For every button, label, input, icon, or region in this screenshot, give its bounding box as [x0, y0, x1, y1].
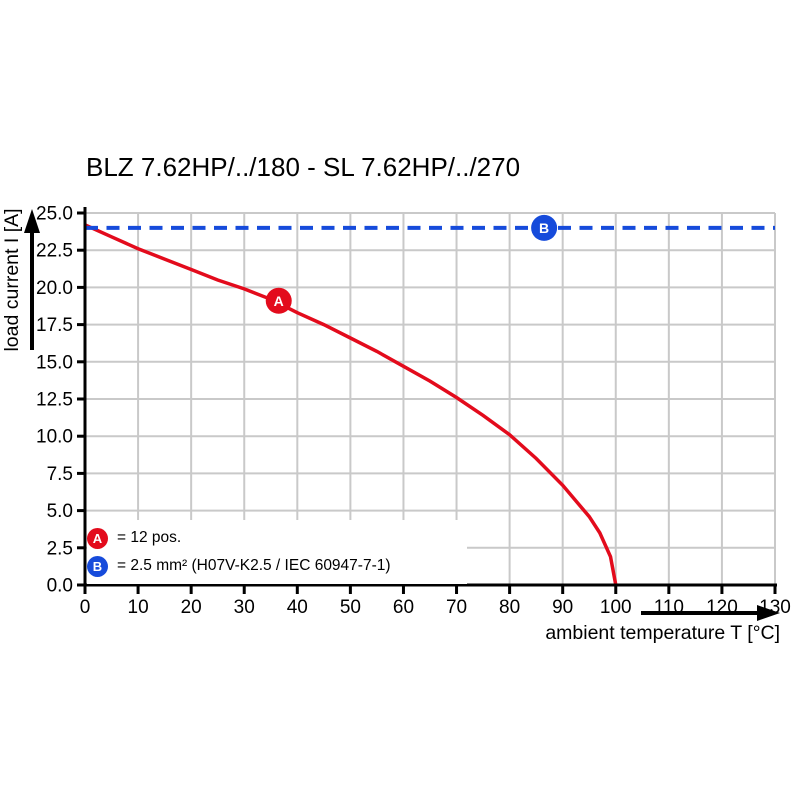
legend-item-b: B = 2.5 mm² (H07V-K2.5 / IEC 60947-7-1): [87, 555, 467, 577]
x-tick-label: 90: [552, 597, 573, 618]
curve-marker-A: [265, 287, 292, 314]
curve-marker-letter: B: [539, 220, 549, 236]
x-axis-arrowhead-icon: [757, 605, 780, 621]
y-tick-label: 2.5: [47, 538, 73, 559]
x-tick-label: 50: [340, 597, 361, 618]
legend-marker-a-icon: A: [87, 527, 108, 549]
y-tick-label: 5.0: [47, 501, 73, 522]
legend-item-a: A = 12 pos.: [87, 527, 467, 549]
curve-marker-B: [531, 214, 558, 241]
legend-marker-b-icon: B: [87, 555, 108, 577]
y-axis-title: load current I [A]: [1, 208, 23, 351]
x-tick-label: 30: [234, 597, 255, 618]
legend-label-b: = 2.5 mm² (H07V-K2.5 / IEC 60947-7-1): [117, 557, 391, 574]
y-axis-arrowhead-icon: [24, 209, 40, 233]
y-tick-label: 0.0: [47, 576, 73, 597]
y-tick-label: 22.5: [36, 241, 73, 262]
y-tick-label: 10.0: [36, 427, 73, 448]
curve-marker-letter: A: [274, 293, 284, 309]
series-derating-curve: [84, 223, 618, 586]
y-tick-label: 15.0: [36, 352, 73, 373]
y-tick-label: 7.5: [47, 464, 73, 485]
x-axis-title: ambient temperature T [°C]: [545, 622, 780, 644]
x-tick-label: 20: [181, 597, 202, 618]
x-tick-label: 0: [80, 597, 91, 618]
x-tick-label: 60: [393, 597, 414, 618]
y-tick-label: 12.5: [36, 390, 73, 411]
y-tick-label: 17.5: [36, 315, 73, 336]
chart-title: BLZ 7.62HP/../180 - SL 7.62HP/../270: [86, 152, 521, 182]
x-tick-label: 40: [287, 597, 308, 618]
x-tick-label: 70: [446, 597, 467, 618]
y-tick-label: 25.0: [36, 204, 73, 225]
x-tick-label: 80: [499, 597, 520, 618]
y-tick-label: 20.0: [36, 278, 73, 299]
legend-label-a: = 12 pos.: [117, 529, 182, 546]
x-tick-label: 10: [128, 597, 149, 618]
legend-box: A = 12 pos. B = 2.5 mm² (H07V-K2.5 / IEC…: [87, 520, 467, 584]
x-tick-label: 100: [600, 597, 632, 618]
